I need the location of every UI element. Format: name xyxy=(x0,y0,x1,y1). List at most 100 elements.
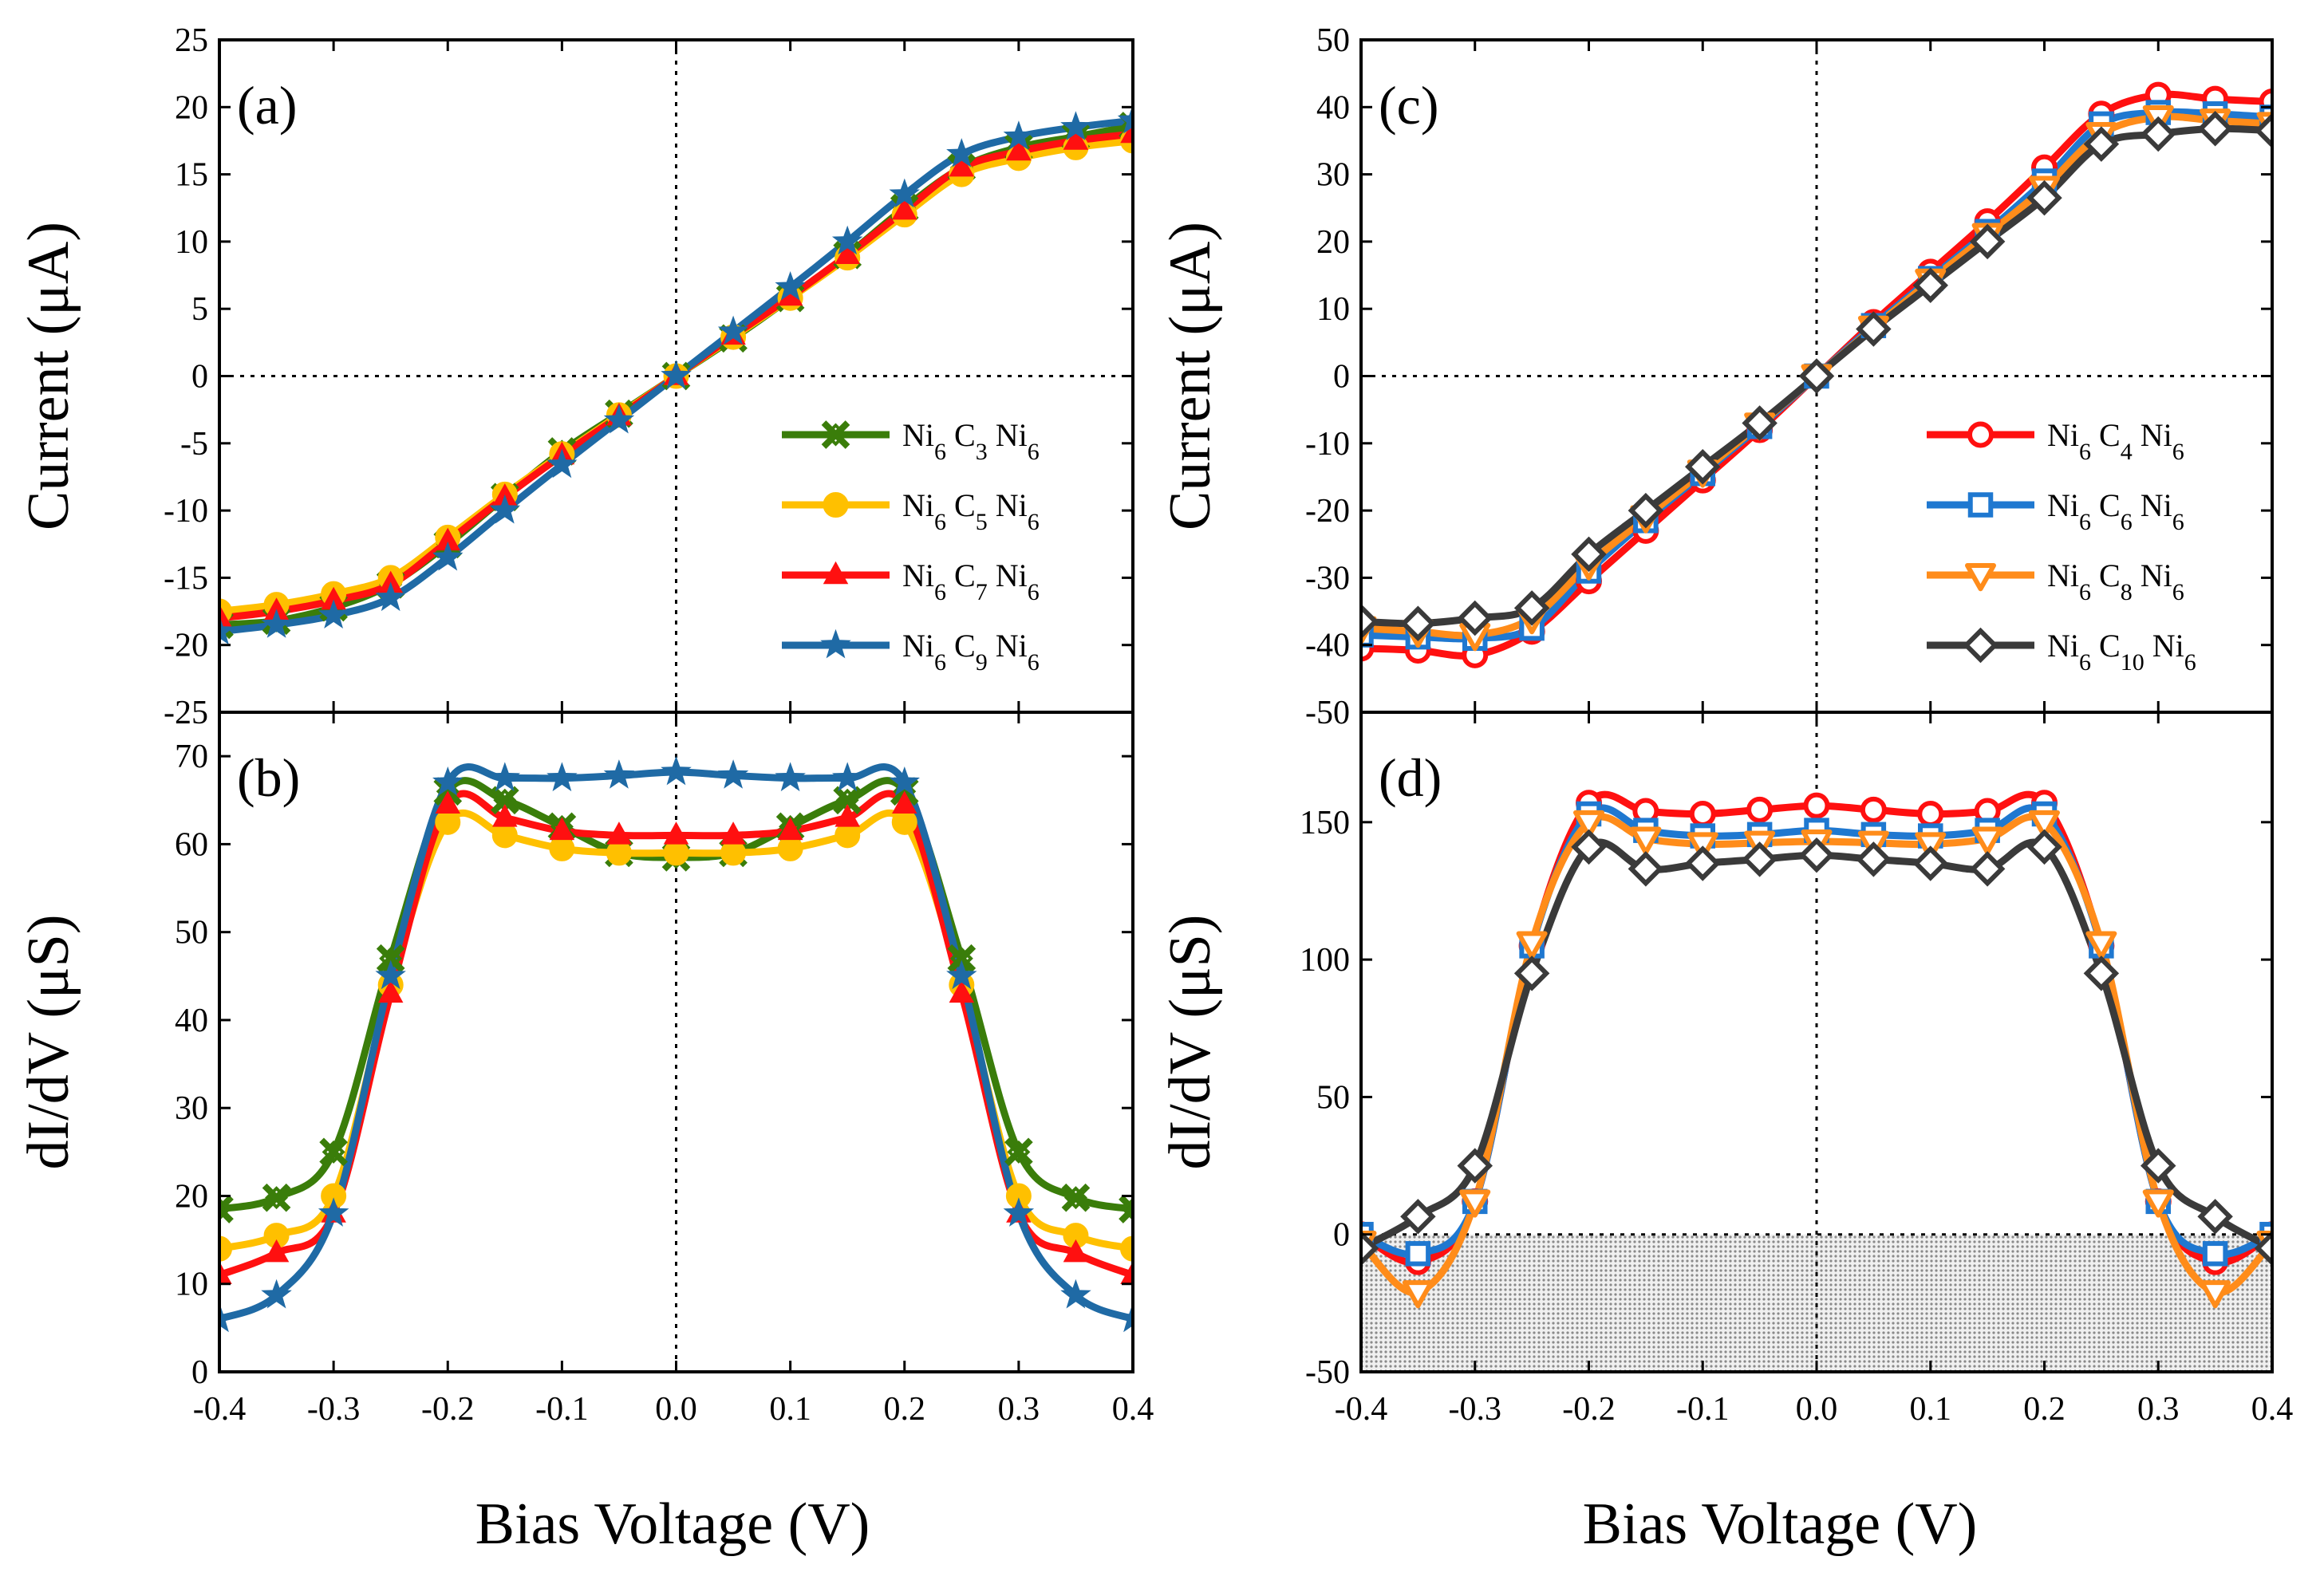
data-point-Ni6C9Ni6-9 xyxy=(717,315,749,345)
data-point-Ni6C9Ni6-11 xyxy=(831,762,863,792)
legend-label: Ni6 C8 Ni6 xyxy=(2047,558,2184,605)
y-tick-label: 50 xyxy=(1316,22,1350,59)
data-point-Ni6C10Ni6-10 xyxy=(1912,845,1948,881)
data-point-Ni6C4Ni6-10 xyxy=(1917,800,1944,827)
data-point-Ni6C5Ni6-10 xyxy=(777,835,803,861)
data-point-Ni6C10Ni6-14 xyxy=(2141,1148,2176,1184)
data-point-Ni6C8Ni6-13 xyxy=(2085,931,2117,959)
x-tick-label: 0.3 xyxy=(2137,1391,2180,1428)
x-tick-label: -0.3 xyxy=(1449,1391,1502,1428)
data-point-Ni6C9Ni6-7 xyxy=(603,404,635,434)
y-tick-label: -30 xyxy=(1305,560,1350,597)
data-point-Ni6C10Ni6-6 xyxy=(1685,845,1721,881)
y-tick-label: -20 xyxy=(164,628,208,664)
data-point-Ni6C10Ni6-0 xyxy=(1361,1230,1379,1267)
x-tick-label: -0.1 xyxy=(535,1391,589,1428)
plot-area xyxy=(219,104,1133,645)
legend: Ni6 C4 Ni6 Ni6 C6 Ni6 Ni6 C8 Ni6 Ni6 C10 Ni… xyxy=(1927,417,2196,676)
data-point-Ni6C4Ni6-8 xyxy=(1803,792,1830,819)
data-point-Ni6C3Ni6-2 xyxy=(319,1137,348,1167)
data-point-Ni6C8Ni6-12 xyxy=(2029,810,2060,839)
y-tick-label: 0 xyxy=(1333,1217,1350,1254)
x-tick-label: -0.2 xyxy=(421,1391,475,1428)
x-tick-label: 0.0 xyxy=(655,1391,697,1428)
data-point-Ni6C4Ni6-7 xyxy=(1746,796,1774,823)
data-point-Ni6C10Ni6-16 xyxy=(2254,1230,2272,1267)
x-tick-label: 0.1 xyxy=(769,1391,811,1428)
legend-label: Ni6 C10 Ni6 xyxy=(2047,628,2196,676)
data-point-Ni6C4Ni6-6 xyxy=(1689,800,1716,827)
y-tick-label: 0 xyxy=(191,359,208,396)
data-point-Ni6C10Ni6-4 xyxy=(1571,829,1607,865)
y-tick-label: -10 xyxy=(1305,426,1350,463)
data-point-Ni6C9Ni6-4 xyxy=(432,541,464,571)
panel-label: (a) xyxy=(237,75,297,136)
data-point-Ni6C10Ni6-9 xyxy=(1856,311,1892,347)
data-point-Ni6C9Ni6-14 xyxy=(1003,120,1035,150)
legend-item-Ni6C4Ni6: Ni6 C4 Ni6 xyxy=(1927,417,2184,465)
legend-swatch-marker xyxy=(823,492,849,518)
y-tick-label: 70 xyxy=(175,739,208,775)
data-point-Ni6C9Ni6-8 xyxy=(661,360,692,389)
data-point-Ni6C6Ni6-15 xyxy=(2202,1241,2228,1267)
legend-swatch-marker xyxy=(821,420,850,449)
data-point-Ni6C3Ni6-11 xyxy=(833,786,862,815)
y-tick-label: 20 xyxy=(175,89,208,126)
data-point-Ni6C10Ni6-12 xyxy=(2026,829,2062,865)
panel-b-conductance-vs-bias: -0.4 -0.3 -0.2 -0.1 0.0 0.1 0.2 0.3 0.4 0 10 20 30 40… xyxy=(16,711,1154,1428)
legend-swatch-marker xyxy=(823,561,849,585)
y-axis-title: dI/dV (μS) xyxy=(1158,915,1223,1170)
y-tick-label: 100 xyxy=(1300,942,1350,979)
data-point-Ni6C10Ni6-16 xyxy=(2254,112,2272,149)
y-tick-label: 40 xyxy=(1316,89,1350,126)
data-point-Ni6C8Ni6-4 xyxy=(1573,810,1604,839)
data-point-Ni6C10Ni6-3 xyxy=(1513,956,1550,991)
panel-label: (b) xyxy=(237,747,300,808)
x-axis-title-left: Bias Voltage (V) xyxy=(475,1491,870,1557)
plot-area xyxy=(1361,790,2272,1309)
data-point-Ni6C9Ni6-2 xyxy=(318,599,349,628)
y-tick-label: -40 xyxy=(1305,628,1350,664)
data-point-Ni6C10Ni6-2 xyxy=(1457,600,1493,636)
data-point-Ni6C7Ni6-15 xyxy=(1063,1239,1089,1263)
data-point-Ni6C10Ni6-4 xyxy=(1571,536,1607,573)
data-point-Ni6C10Ni6-9 xyxy=(1856,841,1892,877)
y-tick-label: -20 xyxy=(1305,493,1350,530)
negative-region-shading xyxy=(1361,1234,2272,1372)
data-point-Ni6C7Ni6-12 xyxy=(892,196,917,220)
data-point-Ni6C7Ni6-9 xyxy=(720,822,746,845)
data-point-Ni6C7Ni6-10 xyxy=(777,282,803,306)
y-axis-title: dI/dV (μS) xyxy=(16,915,81,1170)
data-point-Ni6C7Ni6-2 xyxy=(321,586,346,610)
legend-label: Ni6 C3 Ni6 xyxy=(902,417,1040,465)
data-point-Ni6C5Ni6-5 xyxy=(491,822,518,849)
series-line-Ni6C6Ni6 xyxy=(1361,804,2272,1259)
x-tick-label: 0.2 xyxy=(2023,1391,2066,1428)
data-point-Ni6C8Ni6-11 xyxy=(1971,826,2003,855)
y-tick-label: 15 xyxy=(175,157,208,194)
data-point-Ni6C3Ni6-1 xyxy=(262,1183,291,1212)
legend-item-Ni6C9Ni6: Ni6 C9 Ni6 xyxy=(782,628,1040,676)
legend-item-Ni6C3Ni6: Ni6 C3 Ni6 xyxy=(782,417,1040,465)
y-tick-label: 25 xyxy=(175,22,208,59)
y-tick-label: 20 xyxy=(1316,224,1350,261)
data-point-Ni6C10Ni6-14 xyxy=(2141,116,2176,152)
data-point-Ni6C10Ni6-0 xyxy=(1361,603,1379,640)
y-tick-label: 40 xyxy=(175,1003,208,1039)
data-point-Ni6C7Ni6-16 xyxy=(1120,1261,1133,1284)
data-point-Ni6C7Ni6-4 xyxy=(435,790,460,814)
data-point-Ni6C9Ni6-3 xyxy=(375,959,406,990)
data-point-Ni6C9Ni6-15 xyxy=(1060,111,1091,140)
legend-swatch-marker xyxy=(1965,563,1996,592)
y-tick-label: -5 xyxy=(180,426,208,463)
data-point-Ni6C7Ni6-11 xyxy=(835,241,860,265)
data-point-Ni6C10Ni6-15 xyxy=(2197,111,2233,147)
legend-item-Ni6C6Ni6: Ni6 C6 Ni6 xyxy=(1927,487,2184,535)
data-point-Ni6C5Ni6-11 xyxy=(835,822,861,849)
data-point-Ni6C3Ni6-3 xyxy=(376,944,405,973)
data-point-Ni6C10Ni6-5 xyxy=(1628,851,1664,887)
data-point-Ni6C10Ni6-8 xyxy=(1798,837,1835,873)
data-point-Ni6C3Ni6-14 xyxy=(1004,1137,1033,1167)
y-tick-label: -15 xyxy=(164,560,208,597)
data-point-Ni6C10Ni6-1 xyxy=(1400,605,1436,641)
